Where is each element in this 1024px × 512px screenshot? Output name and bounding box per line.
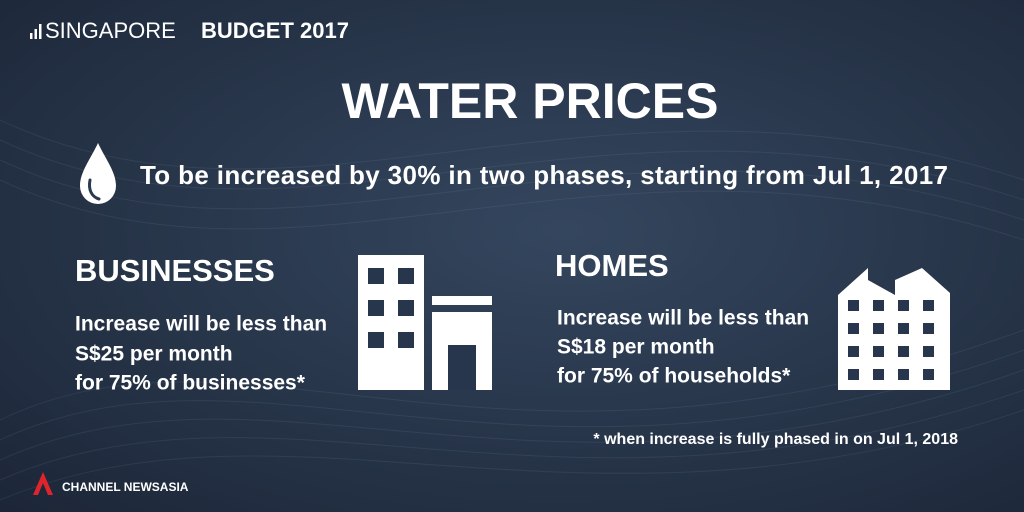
- window: [898, 369, 909, 380]
- panel-line: for 75% of households*: [557, 365, 791, 388]
- panel-line: S$18 per month: [557, 336, 715, 359]
- window: [848, 323, 859, 334]
- header-edition: BUDGET 2017: [201, 18, 349, 43]
- window: [898, 300, 909, 311]
- window: [898, 323, 909, 334]
- footnote: * when increase is fully phased in on Ju…: [593, 431, 958, 448]
- panel-heading: HOMES: [555, 248, 669, 283]
- window: [848, 346, 859, 357]
- business-building-icon: [358, 255, 492, 390]
- panel-line: Increase will be less than: [557, 307, 809, 330]
- panel-line: Increase will be less than: [75, 313, 327, 336]
- window: [873, 300, 884, 311]
- header-brand: SINGAPORE: [45, 18, 176, 43]
- window: [848, 300, 859, 311]
- background-waves: [0, 119, 1024, 501]
- header-bars-icon: [30, 24, 42, 39]
- logo-text: CHANNEL NEWSASIA: [62, 480, 189, 494]
- window: [848, 369, 859, 380]
- window: [923, 323, 934, 334]
- window: [873, 346, 884, 357]
- subtitle: To be increased by 30% in two phases, st…: [140, 160, 948, 190]
- panel-line: for 75% of businesses*: [75, 372, 306, 395]
- window: [923, 300, 934, 311]
- window: [873, 323, 884, 334]
- homes-building-icon: [838, 268, 950, 390]
- drop-highlight: [88, 178, 101, 201]
- window: [923, 369, 934, 380]
- window: [898, 346, 909, 357]
- title: WATER PRICES: [342, 73, 719, 129]
- logo-mark: [33, 472, 53, 495]
- panel-heading: BUSINESSES: [75, 253, 275, 288]
- window: [923, 346, 934, 357]
- panel-line: S$25 per month: [75, 343, 233, 366]
- window: [873, 369, 884, 380]
